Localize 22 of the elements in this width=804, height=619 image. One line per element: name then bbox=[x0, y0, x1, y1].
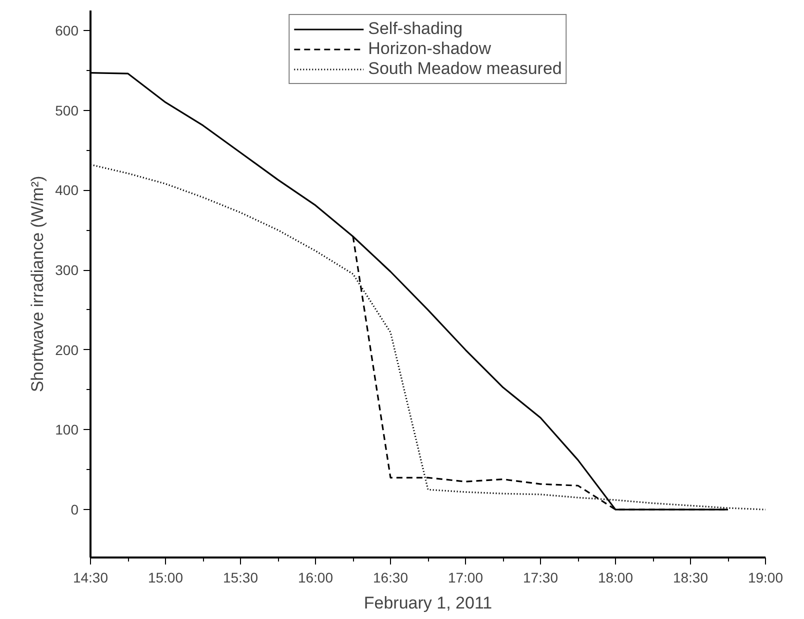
y-tick-label: 0 bbox=[70, 502, 79, 518]
y-tick-label: 500 bbox=[55, 102, 79, 118]
legend-label: Horizon-shadow bbox=[368, 39, 491, 59]
y-tick-label: 300 bbox=[55, 262, 79, 278]
x-tick-label: 17:00 bbox=[448, 570, 484, 586]
x-tick-label: 17:30 bbox=[522, 570, 558, 586]
x-tick-label: 16:00 bbox=[298, 570, 334, 586]
legend-label: South Meadow measured bbox=[368, 59, 562, 79]
y-tick-label: 100 bbox=[55, 422, 79, 438]
x-tick-label: 18:30 bbox=[672, 570, 708, 586]
y-tick-label: 400 bbox=[55, 182, 79, 198]
x-tick-label: 16:30 bbox=[372, 570, 408, 586]
legend-label: Self-shading bbox=[368, 19, 463, 39]
y-tick-label: 200 bbox=[55, 342, 79, 358]
y-tick-label: 600 bbox=[55, 22, 79, 38]
x-tick-label: 14:30 bbox=[72, 570, 108, 586]
y-axis-title: Shortwave irradiance (W/m²) bbox=[28, 176, 48, 392]
x-tick-label: 19:00 bbox=[748, 570, 784, 586]
x-tick-label: 18:00 bbox=[598, 570, 634, 586]
x-tick-label: 15:00 bbox=[148, 570, 184, 586]
x-axis-title: February 1, 2011 bbox=[364, 594, 492, 612]
x-tick-label: 15:30 bbox=[222, 570, 258, 586]
